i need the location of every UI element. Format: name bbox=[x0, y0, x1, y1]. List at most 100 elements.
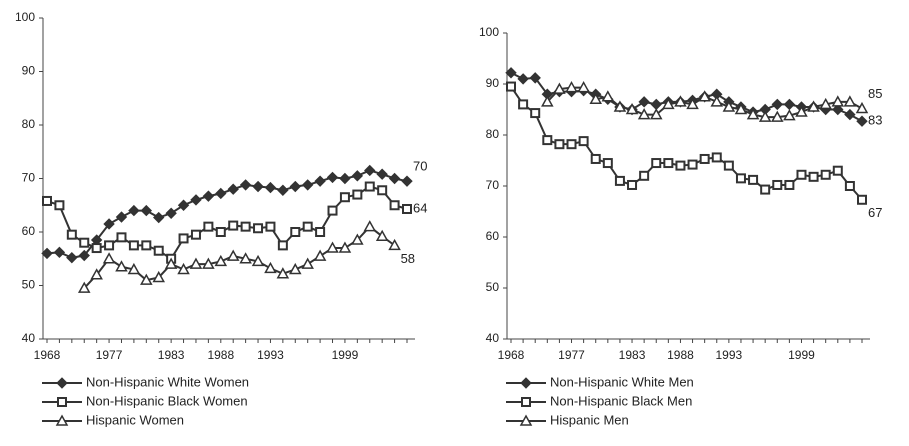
marker bbox=[78, 249, 90, 262]
marker bbox=[722, 100, 736, 112]
marker bbox=[602, 158, 613, 169]
y-tick-label: 40 bbox=[486, 331, 500, 345]
marker bbox=[115, 211, 128, 223]
marker bbox=[253, 223, 264, 234]
value-label: 83 bbox=[868, 113, 882, 128]
marker bbox=[277, 184, 289, 196]
marker bbox=[240, 221, 251, 232]
x-tick-label: 1993 bbox=[716, 348, 743, 362]
marker bbox=[289, 262, 302, 275]
marker bbox=[625, 102, 639, 115]
marker bbox=[54, 200, 65, 211]
marker bbox=[662, 97, 675, 110]
marker bbox=[699, 153, 710, 164]
marker bbox=[521, 397, 531, 407]
marker bbox=[55, 414, 69, 426]
legend-label: Non-Hispanic White Women bbox=[86, 374, 249, 389]
x-tick-label: 1983 bbox=[158, 348, 185, 362]
value-label: 64 bbox=[413, 200, 427, 215]
marker bbox=[215, 227, 226, 237]
y-tick-label: 50 bbox=[486, 280, 500, 294]
marker bbox=[590, 153, 601, 164]
legend-label: Hispanic Women bbox=[86, 412, 184, 427]
marker bbox=[758, 110, 772, 122]
marker bbox=[177, 262, 190, 275]
marker bbox=[613, 100, 627, 112]
marker bbox=[364, 164, 376, 177]
series-line bbox=[510, 71, 863, 123]
marker bbox=[772, 179, 783, 190]
marker bbox=[91, 243, 102, 254]
y-tick-label: 80 bbox=[22, 117, 36, 131]
marker bbox=[402, 203, 412, 214]
y-tick-label: 50 bbox=[22, 278, 36, 292]
marker bbox=[506, 81, 516, 92]
marker bbox=[313, 249, 327, 261]
marker bbox=[529, 72, 541, 84]
marker bbox=[140, 204, 153, 217]
marker bbox=[856, 115, 868, 127]
marker bbox=[639, 170, 650, 181]
marker bbox=[239, 179, 252, 191]
marker bbox=[66, 229, 77, 240]
marker bbox=[566, 139, 577, 150]
marker bbox=[264, 181, 277, 194]
marker bbox=[748, 174, 759, 185]
marker bbox=[796, 169, 807, 180]
marker bbox=[734, 102, 748, 115]
marker bbox=[565, 81, 578, 93]
marker bbox=[518, 99, 529, 110]
marker bbox=[589, 92, 602, 105]
marker bbox=[650, 98, 662, 111]
marker bbox=[57, 397, 67, 407]
marker bbox=[843, 95, 857, 107]
marker bbox=[153, 245, 164, 256]
marker bbox=[649, 108, 663, 120]
marker bbox=[711, 152, 722, 163]
marker bbox=[289, 180, 301, 193]
marker bbox=[795, 105, 808, 117]
x-tick-label: 1977 bbox=[558, 348, 585, 362]
marker bbox=[251, 254, 265, 267]
y-tick-label: 70 bbox=[22, 171, 36, 185]
marker bbox=[42, 195, 52, 206]
marker bbox=[315, 227, 326, 237]
x-tick-label: 1999 bbox=[332, 348, 359, 362]
marker bbox=[56, 377, 68, 389]
marker bbox=[784, 179, 795, 190]
marker bbox=[760, 184, 771, 195]
marker bbox=[698, 90, 711, 102]
marker bbox=[577, 81, 590, 93]
marker bbox=[90, 268, 103, 280]
marker bbox=[857, 194, 867, 205]
y-tick-label: 70 bbox=[486, 178, 500, 192]
marker bbox=[77, 281, 91, 293]
marker bbox=[820, 169, 831, 180]
marker bbox=[520, 377, 532, 389]
y-tick-label: 100 bbox=[479, 25, 499, 39]
marker bbox=[53, 246, 66, 259]
marker bbox=[783, 98, 796, 111]
marker bbox=[377, 185, 388, 196]
marker bbox=[674, 95, 687, 107]
y-tick-label: 80 bbox=[486, 127, 500, 141]
marker bbox=[165, 207, 177, 219]
marker bbox=[783, 109, 796, 121]
marker bbox=[687, 159, 698, 170]
marker bbox=[326, 241, 339, 253]
marker bbox=[202, 257, 215, 269]
marker bbox=[388, 238, 401, 251]
marker bbox=[832, 165, 843, 176]
marker bbox=[530, 108, 541, 119]
legend-label: Non-Hispanic Black Men bbox=[550, 393, 692, 408]
x-tick-label: 1999 bbox=[788, 348, 815, 362]
marker bbox=[746, 108, 760, 120]
marker bbox=[735, 173, 746, 184]
marker bbox=[771, 98, 783, 111]
x-tick-label: 1988 bbox=[667, 348, 694, 362]
marker bbox=[277, 240, 288, 251]
marker bbox=[376, 168, 388, 180]
x-tick-label: 1983 bbox=[619, 348, 646, 362]
y-tick-label: 40 bbox=[22, 331, 36, 345]
marker bbox=[339, 172, 351, 185]
